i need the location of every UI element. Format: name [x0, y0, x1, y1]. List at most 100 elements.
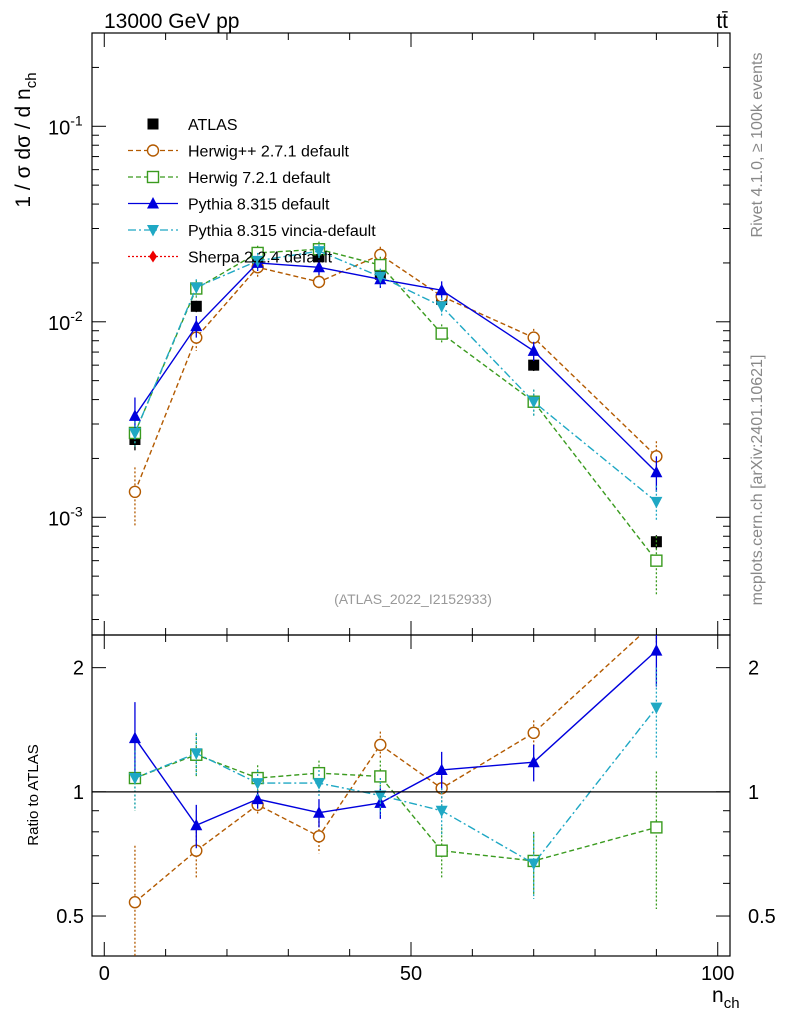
ratio-series-0-point	[527, 726, 540, 740]
main-series-2-line	[134, 248, 657, 562]
ratio-series-3-line	[134, 707, 657, 865]
main-series-4-point	[435, 301, 448, 313]
ratio-axis-ticks: 0.5 0.5 1 1 2 2 0 50 100	[56, 635, 776, 985]
legend-label: Herwig++ 2.7.1 default	[188, 144, 350, 161]
ratio-series-1-point	[435, 844, 448, 857]
main-series-0-point	[528, 359, 540, 371]
main-series-4-point	[374, 271, 387, 284]
main-series-0-point	[190, 300, 202, 312]
analysis-id-label: (ATLAS_2022_I2152933)	[334, 591, 492, 607]
ratio-series-3-point	[190, 748, 203, 760]
main-axis-ticks: 10-1 10-2 10-3	[48, 33, 730, 635]
main-series-1	[128, 246, 663, 527]
main-series-1-point	[312, 275, 326, 289]
ratio-y-tick-label: 0.5	[56, 906, 84, 928]
main-y-tick-label: 10-1	[48, 112, 83, 139]
legend-marker	[146, 170, 160, 184]
legend-marker	[147, 197, 159, 209]
ratio-series-3-point	[251, 778, 264, 790]
main-series-0	[129, 251, 662, 549]
main-series-3-point	[312, 260, 325, 273]
main-series-4-point	[312, 246, 325, 258]
main-series-3-point	[435, 283, 448, 296]
process-label: tt̄	[716, 10, 728, 33]
legend-marker	[146, 144, 160, 157]
legend-entry: Herwig 7.2.1 default	[128, 170, 331, 187]
ratio-series-1-point	[650, 821, 663, 834]
ratio-plot-frame	[91, 634, 731, 957]
main-y-tick-label: 10-2	[48, 308, 83, 335]
legend-entry: Sherpa 2.2.4 default	[128, 250, 333, 267]
ratio-y-tick-label-right: 1	[748, 782, 759, 804]
ratio-series-3-point	[128, 773, 141, 785]
ratio-series-3-point	[435, 805, 448, 818]
ratio-series-3-point	[374, 790, 387, 802]
legend-label: Sherpa 2.2.4 default	[188, 250, 333, 267]
ratio-ylabel: Ratio to ATLAS	[25, 744, 42, 845]
ratio-series-1-point	[374, 770, 387, 783]
ratio-series-3-point	[527, 858, 540, 871]
main-series-3-line	[134, 262, 657, 473]
ratio-series-0-point	[128, 896, 142, 909]
main-series-4-line	[134, 250, 657, 503]
legend-label: ATLAS	[188, 117, 238, 134]
main-series-1-line	[134, 254, 657, 493]
ratio-series-3-point	[312, 778, 325, 790]
legend-entry: ATLAS	[147, 117, 238, 134]
ratio-series-1-point	[312, 766, 326, 780]
ratio-series-2-point	[128, 731, 141, 744]
legend-label: Pythia 8.315 default	[188, 197, 330, 214]
legend-marker	[147, 118, 159, 130]
ratio-y-tick-label: 1	[73, 782, 84, 804]
ratio-series-2-point	[435, 763, 448, 775]
main-series-3-point	[190, 319, 203, 332]
rivet-version-label: Rivet 4.1.0, ≥ 100k events	[749, 53, 766, 238]
main-series-1-point	[527, 331, 540, 344]
ratio-y-tick-label-right: 0.5	[748, 906, 776, 928]
main-series-4-point	[527, 396, 540, 409]
main-series-4-point	[190, 282, 203, 294]
legend-entry: Pythia 8.315 vincia-default	[128, 223, 376, 240]
ratio-series-0	[128, 615, 662, 956]
legend-marker	[147, 225, 159, 237]
ratio-series-2-point	[251, 792, 264, 805]
x-tick-label: 50	[400, 963, 422, 985]
ratio-series-2-point	[527, 755, 540, 768]
main-series-4-point	[650, 496, 663, 509]
ratio-series-2-point	[650, 644, 663, 656]
legend: ATLAS Herwig++ 2.7.1 default Herwig 7.2.1 …	[128, 117, 376, 267]
ratio-series-layer	[128, 615, 663, 956]
ratio-y-tick-label: 2	[73, 658, 84, 680]
legend-entry: Herwig++ 2.7.1 default	[128, 144, 350, 161]
main-series-3	[128, 255, 663, 492]
main-series-2-point	[435, 327, 448, 340]
ratio-series-3-point	[650, 702, 663, 715]
ratio-series-2	[128, 635, 663, 849]
main-y-tick-label: 10-3	[48, 503, 83, 530]
ratio-series-2-point	[312, 806, 325, 818]
main-series-2-point	[650, 554, 663, 567]
main-ylabel: 1 / σ dσ / d nch	[12, 72, 40, 207]
ratio-series-2-point	[190, 818, 203, 831]
ratio-series-2-line	[134, 650, 657, 827]
legend-label: Pythia 8.315 vincia-default	[188, 223, 376, 240]
main-series-4	[128, 243, 663, 522]
mcplots-label: mcplots.cern.ch [arXiv:2401.10621]	[749, 355, 766, 606]
ratio-series-3	[128, 667, 663, 899]
main-series-4-point	[128, 427, 141, 440]
legend-marker	[149, 250, 157, 263]
legend-entry: Pythia 8.315 default	[128, 197, 330, 214]
x-tick-label: 100	[701, 963, 734, 985]
x-label-text: nch	[712, 984, 740, 1012]
ratio-series-0-line	[134, 635, 642, 903]
main-series-layer	[128, 241, 663, 596]
x-axis-label: nch	[712, 984, 740, 1012]
ratio-y-tick-label-right: 2	[748, 658, 759, 680]
main-series-3-point	[128, 409, 141, 421]
main-series-2	[128, 241, 663, 596]
x-tick-label: 0	[99, 963, 110, 985]
ratio-series-0-point	[651, 615, 662, 626]
ratio-series-0-point	[374, 738, 387, 752]
ratio-series-0-point	[312, 830, 326, 843]
